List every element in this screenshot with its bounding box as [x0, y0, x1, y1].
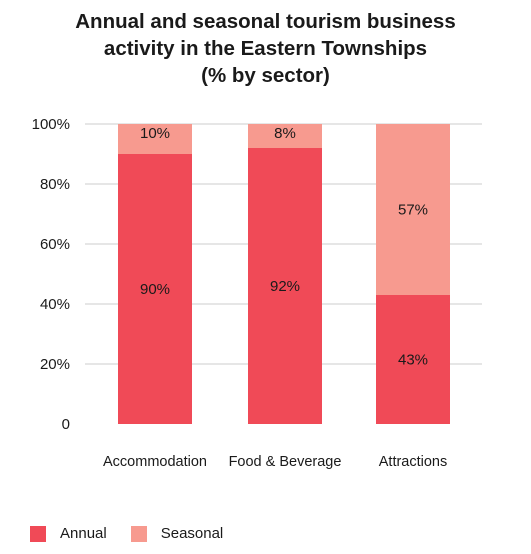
y-axis-tick-labels: 0 20% 40% 60% 80% 100%: [32, 116, 70, 433]
y-tick-label: 80%: [40, 176, 70, 193]
legend-item-seasonal: Seasonal: [130, 525, 224, 542]
bars: [118, 124, 450, 424]
legend: Annual Seasonal: [30, 525, 247, 542]
chart-title-line-1: Annual and seasonal tourism business: [75, 10, 456, 33]
bar-annual-2: [376, 295, 450, 424]
x-tick-label: Accommodation: [103, 454, 207, 470]
legend-item-annual: Annual: [30, 525, 107, 542]
y-tick-label: 100%: [32, 116, 70, 133]
x-tick-label: Food & Beverage: [229, 454, 342, 470]
x-axis-tick-labels: Accommodation Food & Beverage Attractions: [103, 454, 447, 470]
bar-annual-0: [118, 154, 192, 424]
data-label: 92%: [270, 278, 300, 295]
bar-annual-1: [248, 148, 322, 424]
data-label: 10%: [140, 125, 170, 142]
x-tick-label: Attractions: [379, 454, 448, 470]
chart-title-line-2: activity in the Eastern Townships: [103, 37, 428, 60]
data-label: 90%: [140, 281, 170, 298]
chart-title-line-3: (% by sector): [201, 64, 330, 87]
data-labels: 90% 10% 92% 8% 43% 57%: [140, 125, 428, 369]
y-tick-label: 0: [62, 416, 70, 433]
bar-seasonal-0: [118, 124, 192, 154]
legend-swatch-annual: [30, 525, 46, 542]
data-label: 43%: [398, 352, 428, 369]
stacked-bar-chart: 0 20% 40% 60% 80% 100% 90% 10% 92% 8% 43% 57% Acco…: [32, 116, 482, 470]
data-label: 8%: [274, 125, 296, 142]
y-tick-label: 60%: [40, 236, 70, 253]
legend-label-annual: Annual: [60, 525, 107, 542]
chart-title: Annual and seasonal tourism business act…: [0, 8, 531, 89]
legend-swatch-seasonal: [130, 525, 147, 542]
data-label: 57%: [398, 202, 428, 219]
legend-label-seasonal: Seasonal: [160, 525, 224, 542]
bar-seasonal-2: [376, 124, 450, 295]
bar-seasonal-1: [248, 124, 322, 148]
y-tick-label: 20%: [40, 356, 70, 373]
y-tick-label: 40%: [40, 296, 70, 313]
